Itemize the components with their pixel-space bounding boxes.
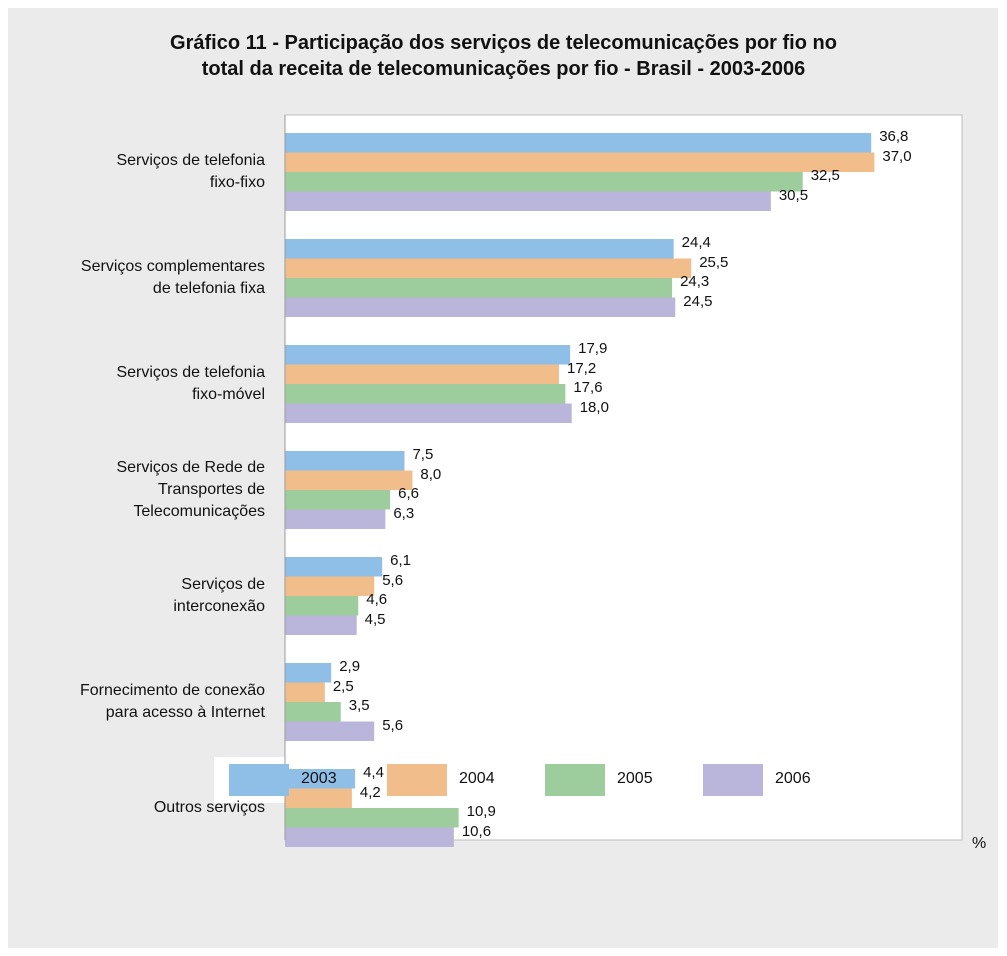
value-label: 30,5 <box>778 186 809 204</box>
bar <box>285 509 386 529</box>
bar <box>285 345 571 365</box>
bar <box>285 172 803 192</box>
y-tick-label: Serviços de interconexão <box>173 576 265 615</box>
legend-label: 2006 <box>775 770 811 787</box>
bar <box>285 403 572 423</box>
bar <box>285 133 872 153</box>
value-label: 4,4 <box>363 764 384 781</box>
bar <box>285 769 356 789</box>
bar <box>285 470 413 490</box>
bar <box>285 152 875 172</box>
bar <box>285 827 454 847</box>
value-label: 6,6 <box>398 485 419 502</box>
value-label: 24,3 <box>680 273 710 290</box>
value-label: 5,6 <box>382 571 404 589</box>
y-tick-label: Serviços complementares de telefonia fix… <box>80 258 265 297</box>
value-label: 5,6 <box>382 716 404 734</box>
bar <box>285 702 341 722</box>
bar <box>285 682 325 702</box>
value-label: 17,6 <box>573 379 603 396</box>
value-label: 37,0 <box>882 147 912 165</box>
bar <box>285 490 391 510</box>
value-label: 17,9 <box>578 340 608 357</box>
bar <box>285 808 459 828</box>
y-tick-label: Serviços de telefonia fixo-móvel <box>116 364 265 403</box>
value-label: 4,6 <box>366 591 388 608</box>
bar <box>285 663 332 683</box>
bar <box>285 239 674 259</box>
bar <box>285 191 771 211</box>
value-label: 3,5 <box>348 697 370 714</box>
legend-swatch <box>229 764 289 796</box>
value-label: 24,4 <box>681 234 711 251</box>
bar <box>285 451 405 471</box>
value-label: 25,5 <box>699 253 729 271</box>
value-label: 36,8 <box>879 128 909 145</box>
bar <box>285 721 375 741</box>
value-label: 6,3 <box>393 504 415 522</box>
y-tick-label: Fornecimento de conexão para acesso à In… <box>80 682 265 721</box>
value-label: 32,5 <box>810 167 840 184</box>
bar <box>285 278 673 298</box>
value-label: 6,1 <box>390 552 412 569</box>
y-tick-label: Serviços de Rede de Transportes de Telec… <box>116 459 265 520</box>
value-label: 17,2 <box>566 359 597 377</box>
legend-label: 2003 <box>301 770 337 787</box>
bar <box>285 788 352 808</box>
value-label: 8,0 <box>420 465 442 483</box>
bar <box>285 615 357 635</box>
bar <box>285 364 559 384</box>
value-label: 18,0 <box>579 398 609 416</box>
bar <box>285 596 359 616</box>
value-label: 2,5 <box>332 677 354 695</box>
chart-title: Gráfico 11 - Participação dos serviços d… <box>170 32 837 80</box>
bar <box>285 258 692 278</box>
bar <box>285 297 676 317</box>
bar <box>285 576 375 596</box>
bar <box>285 557 383 577</box>
value-label: 4,5 <box>364 610 386 628</box>
value-label: 10,6 <box>461 822 492 840</box>
bar <box>285 384 566 404</box>
x-axis-label: % <box>972 835 987 852</box>
value-label: 24,5 <box>683 292 713 310</box>
value-label: 10,9 <box>466 803 496 820</box>
value-label: 7,5 <box>412 446 434 463</box>
legend-swatch <box>703 764 763 796</box>
legend-swatch <box>545 764 605 796</box>
y-tick-label: Outros serviços <box>153 799 265 816</box>
y-tick-label: Serviços de telefonia fixo-fixo <box>116 152 265 191</box>
value-label: 4,2 <box>359 783 381 801</box>
legend-label: 2005 <box>617 770 653 787</box>
value-label: 2,9 <box>339 658 361 675</box>
legend-label: 2004 <box>459 770 495 787</box>
legend-swatch <box>387 764 447 796</box>
